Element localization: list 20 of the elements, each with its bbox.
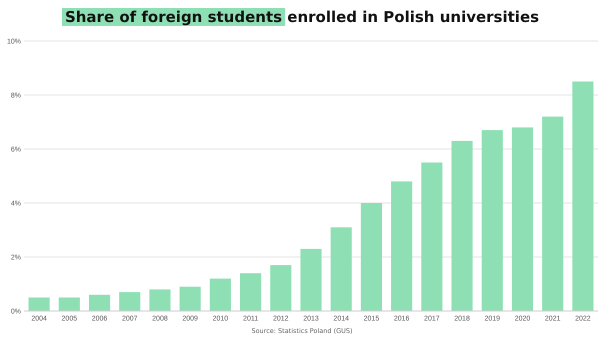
bar: [210, 278, 231, 311]
bar: [542, 116, 564, 311]
bar: [119, 292, 140, 311]
bar: [28, 298, 50, 311]
bar: [149, 289, 171, 311]
bar: [512, 127, 534, 311]
bar: [391, 181, 412, 311]
chart-title: Share of foreign students enrolled in Polish universities: [64, 8, 540, 26]
bar: [300, 248, 322, 311]
bar: [88, 294, 110, 311]
bar: [180, 286, 201, 311]
bar: [330, 227, 352, 311]
bar: [482, 130, 503, 311]
bar: [572, 82, 594, 311]
bar: [360, 203, 382, 311]
bar: [240, 273, 262, 311]
bar: [270, 265, 292, 311]
bar: [421, 162, 442, 311]
bar: [451, 140, 473, 311]
bar: [58, 298, 80, 311]
